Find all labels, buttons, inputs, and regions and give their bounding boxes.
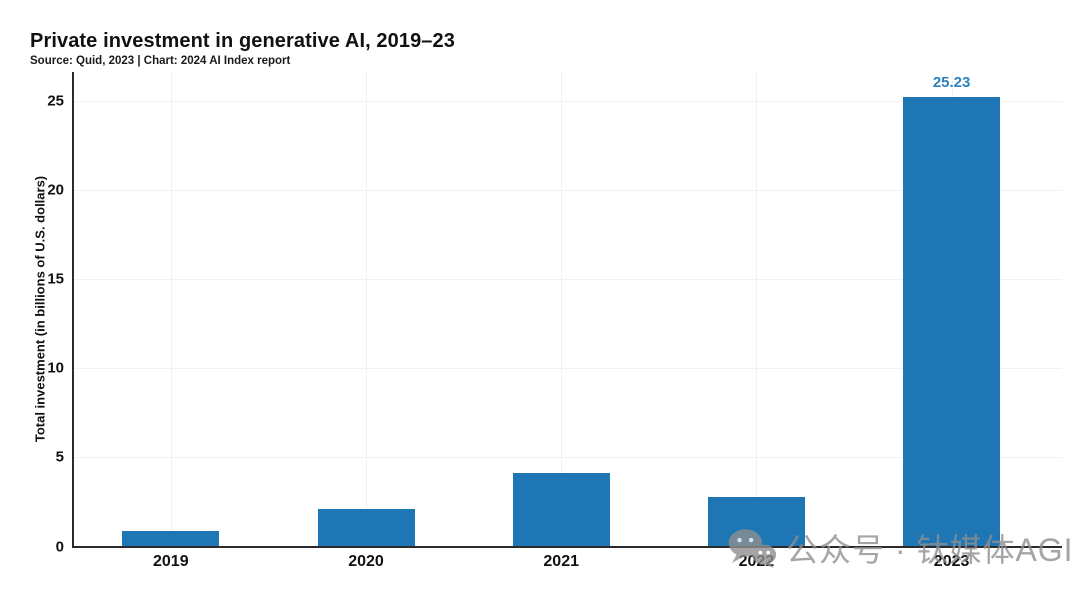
y-tick-label: 25 [47, 92, 64, 110]
bar-value-label-2023: 25.23 [932, 73, 971, 91]
x-tick-label-2021: 2021 [543, 553, 579, 570]
y-axis-spine [72, 72, 74, 548]
y-tick-label: 10 [47, 359, 64, 377]
gridline-horizontal [73, 279, 1062, 281]
y-tick-label: 5 [55, 448, 64, 466]
x-axis-spine [72, 545, 1062, 548]
gridline-vertical [170, 72, 172, 547]
chart-subtitle: Source: Quid, 2023 | Chart: 2024 AI Inde… [30, 55, 291, 67]
bar-2019 [122, 531, 220, 547]
y-tick-label: 20 [47, 181, 64, 199]
bar-2020 [317, 509, 415, 547]
x-tick-label-2023: 2023 [933, 553, 970, 570]
x-tick-label-2019: 2019 [153, 553, 189, 570]
gridline-vertical [561, 72, 563, 547]
gridline-horizontal [73, 457, 1062, 459]
bar-2021 [512, 472, 610, 547]
bar-2023 [903, 96, 1001, 547]
y-axis-title: Total investment (in billions of U.S. do… [32, 175, 48, 443]
watermark-text: 公众号 · 钛媒体AGI [786, 532, 1074, 568]
y-tick-label: 15 [47, 270, 64, 288]
wechat-icon [728, 529, 777, 568]
gridline-vertical [366, 72, 367, 547]
gridline-vertical [756, 72, 758, 547]
y-tick-label: 0 [55, 538, 64, 555]
x-tick-label-2020: 2020 [348, 553, 384, 570]
chart-title: Private investment in generative AI, 201… [30, 30, 455, 52]
watermark: 公众号 · 钛媒体AGI [727, 524, 1074, 572]
gridline-horizontal [73, 368, 1062, 370]
gridline-horizontal [73, 189, 1062, 191]
gridline-horizontal [73, 100, 1062, 102]
